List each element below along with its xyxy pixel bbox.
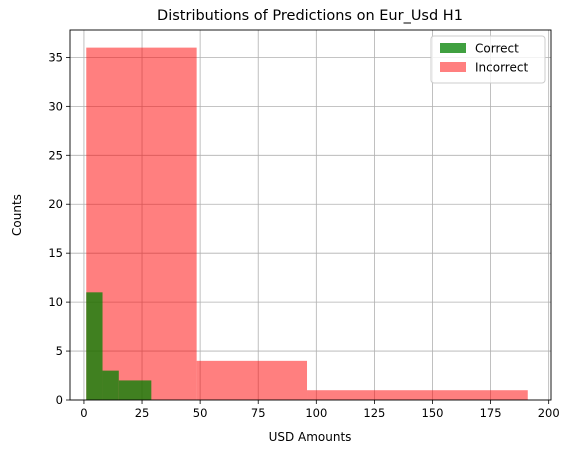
correct-legend-label: Correct xyxy=(475,42,519,56)
legend: Correct Incorrect xyxy=(430,35,546,84)
y-tick-label: 35 xyxy=(48,50,63,64)
plot-frame xyxy=(69,29,552,401)
y-axis-ticks: 0 5 10 15 20 25 30 35 xyxy=(48,50,70,407)
x-tick-label: 200 xyxy=(538,406,560,420)
x-tick-label: 100 xyxy=(305,406,327,420)
y-tick-label: 0 xyxy=(56,393,63,407)
x-tick-label: 25 xyxy=(135,406,150,420)
correct-bar xyxy=(86,292,103,400)
incorrect-legend-label: Incorrect xyxy=(475,61,528,75)
x-tick-label: 50 xyxy=(193,406,208,420)
correct-bar xyxy=(118,380,152,400)
x-tick-label: 125 xyxy=(363,406,385,420)
y-tick-label: 15 xyxy=(48,246,63,260)
x-tick-label: 0 xyxy=(80,406,87,420)
incorrect-legend-swatch xyxy=(440,62,466,72)
correct-legend-swatch xyxy=(440,43,466,53)
x-tick-label: 175 xyxy=(480,406,502,420)
chart-title: Distributions of Predictions on Eur_Usd … xyxy=(157,8,463,24)
y-axis-label: Counts xyxy=(10,194,24,236)
x-tick-label: 75 xyxy=(251,406,266,420)
y-tick-label: 30 xyxy=(48,99,63,113)
y-tick-label: 20 xyxy=(48,197,63,211)
incorrect-bar xyxy=(86,47,197,400)
y-tick-label: 10 xyxy=(48,295,63,309)
x-tick-label: 150 xyxy=(422,406,444,420)
correct-bars xyxy=(86,292,152,400)
incorrect-bar xyxy=(196,360,308,400)
y-tick-label: 5 xyxy=(56,344,63,358)
correct-bar xyxy=(102,370,119,400)
incorrect-bar xyxy=(307,390,528,400)
incorrect-bars xyxy=(86,47,528,400)
x-axis-ticks: 0 25 50 75 100 125 150 175 200 xyxy=(80,400,560,420)
x-axis-label: USD Amounts xyxy=(269,430,352,444)
y-tick-label: 25 xyxy=(48,148,63,162)
